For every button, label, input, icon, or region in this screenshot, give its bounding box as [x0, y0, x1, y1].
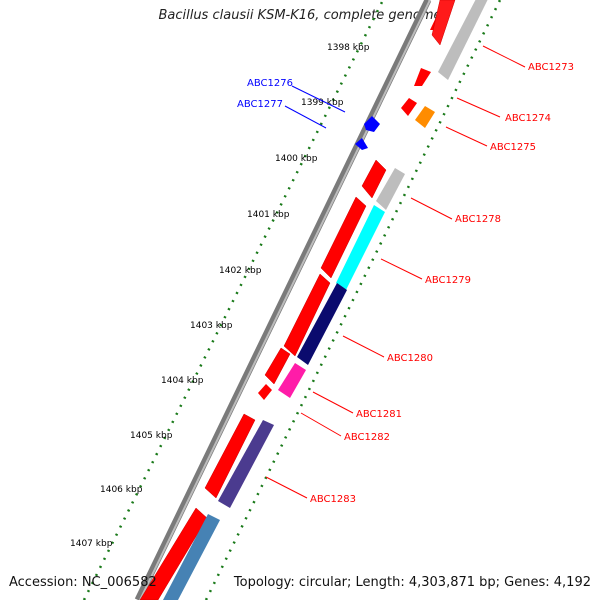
gene-feature[interactable]: [163, 514, 220, 600]
cog-colored-track: [163, 0, 490, 600]
tick-label: 1398 kbp: [327, 43, 370, 53]
gene-feature[interactable]: [438, 0, 490, 80]
gene-feature[interactable]: [320, 196, 367, 279]
blue-gene-labels: ABC1276 ABC1277: [237, 78, 293, 110]
gene-label[interactable]: ABC1276: [247, 78, 293, 89]
tick-labels: 1398 kbp 1399 kbp 1400 kbp 1401 kbp 1402…: [70, 43, 370, 549]
tick-label: 1406 kbp: [100, 485, 143, 495]
gene-feature[interactable]: [431, 0, 456, 46]
red-label-leaders: [265, 45, 526, 499]
gene-feature[interactable]: [336, 205, 385, 290]
gene-feature[interactable]: [297, 283, 347, 365]
tick-label: 1405 kbp: [130, 431, 173, 441]
gene-feature[interactable]: [415, 106, 435, 128]
gene-feature[interactable]: [264, 347, 291, 385]
gene-label[interactable]: ABC1278: [455, 214, 501, 225]
tick-label: 1401 kbp: [247, 210, 290, 220]
blue-label-leaders: [284, 85, 346, 129]
gene-feature[interactable]: [258, 384, 272, 400]
backbone: [134, 0, 432, 600]
accession-text: Accession: NC_006582: [9, 575, 157, 590]
gene-feature[interactable]: [361, 159, 387, 199]
tick-label: 1407 kbp: [70, 539, 113, 549]
tick-label: 1399 kbp: [301, 98, 344, 108]
gene-feature[interactable]: [283, 273, 331, 357]
gene-label[interactable]: ABC1273: [528, 62, 574, 73]
gene-feature[interactable]: [401, 98, 417, 116]
gene-guide-line: [204, 0, 502, 600]
gene-label[interactable]: ABC1277: [237, 99, 283, 110]
gene-label[interactable]: ABC1282: [344, 432, 390, 443]
gene-label[interactable]: ABC1275: [490, 142, 536, 153]
red-gene-labels: ABC1273 ABC1274 ABC1275 ABC1278 ABC1279 …: [310, 62, 574, 505]
forward-gene-track: [139, 0, 456, 600]
reverse-gene-track: [355, 116, 380, 150]
gene-label[interactable]: ABC1274: [505, 113, 551, 124]
gene-feature[interactable]: [204, 413, 256, 499]
gene-feature[interactable]: [376, 168, 405, 210]
gene-feature[interactable]: [218, 420, 274, 508]
gene-feature[interactable]: [414, 68, 431, 86]
tick-label: 1400 kbp: [275, 154, 318, 164]
gene-feature[interactable]: [355, 138, 368, 150]
gene-feature[interactable]: [278, 363, 306, 398]
gene-label[interactable]: ABC1281: [356, 409, 402, 420]
gene-feature[interactable]: [364, 116, 380, 132]
gene-label[interactable]: ABC1279: [425, 275, 471, 286]
tick-label: 1402 kbp: [219, 266, 262, 276]
gene-label[interactable]: ABC1280: [387, 353, 433, 364]
gene-label[interactable]: ABC1283: [310, 494, 356, 505]
tick-label: 1404 kbp: [161, 376, 204, 386]
genome-summary-text: Topology: circular; Length: 4,303,871 bp…: [233, 575, 591, 590]
tick-guide-line: [82, 0, 385, 600]
tick-label: 1403 kbp: [190, 321, 233, 331]
map-title: Bacillus clausii KSM-K16, complete genom…: [158, 8, 442, 23]
